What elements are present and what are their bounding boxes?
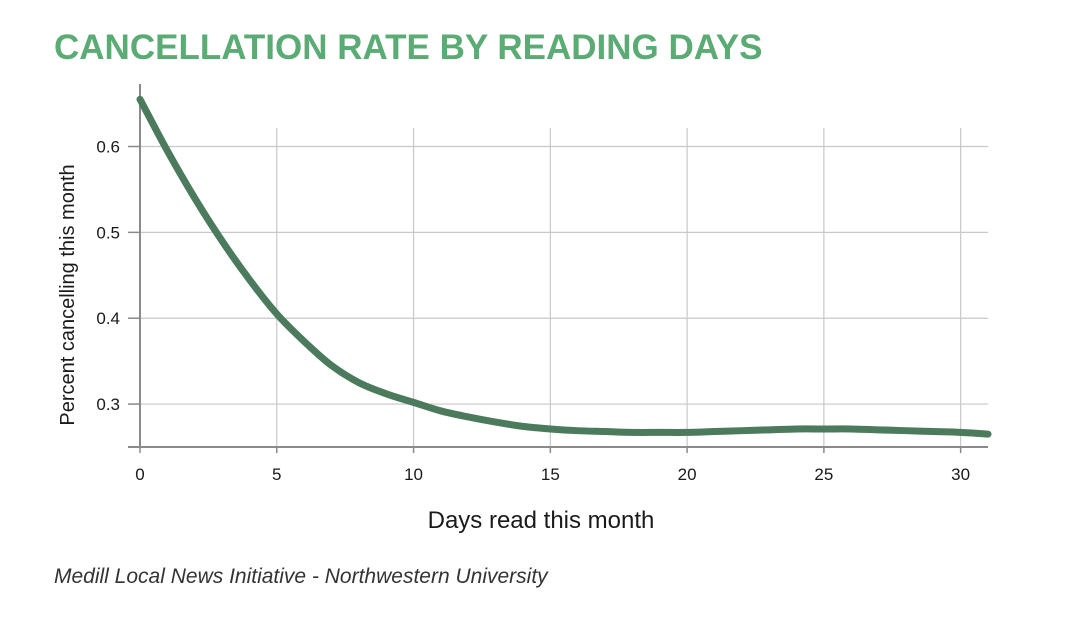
x-tick-label: 25 bbox=[814, 465, 833, 484]
axes bbox=[128, 84, 988, 453]
source-credit: Medill Local News Initiative - Northwest… bbox=[54, 565, 548, 588]
series bbox=[136, 95, 992, 438]
chart-title: CANCELLATION RATE BY READING DAYS bbox=[54, 28, 763, 67]
x-tick-label: 20 bbox=[678, 465, 697, 484]
x-axis-label: Days read this month bbox=[428, 507, 655, 534]
x-tick-label: 30 bbox=[951, 465, 970, 484]
y-tick-label: 0.6 bbox=[96, 138, 120, 157]
x-tick-label: 0 bbox=[135, 465, 144, 484]
x-tick-label: 10 bbox=[404, 465, 423, 484]
y-axis-label: Percent cancelling this month bbox=[57, 164, 79, 425]
x-tick-label: 15 bbox=[541, 465, 560, 484]
y-tick-label: 0.5 bbox=[96, 223, 120, 242]
y-tick-label: 0.3 bbox=[96, 395, 120, 414]
x-tick-label: 5 bbox=[272, 465, 281, 484]
grid bbox=[140, 128, 988, 447]
tick-labels: 0 5 10 15 20 25 30 0.3 0.4 0.5 0.6 bbox=[96, 138, 970, 484]
series-line bbox=[136, 95, 992, 438]
y-tick-label: 0.4 bbox=[96, 309, 120, 328]
